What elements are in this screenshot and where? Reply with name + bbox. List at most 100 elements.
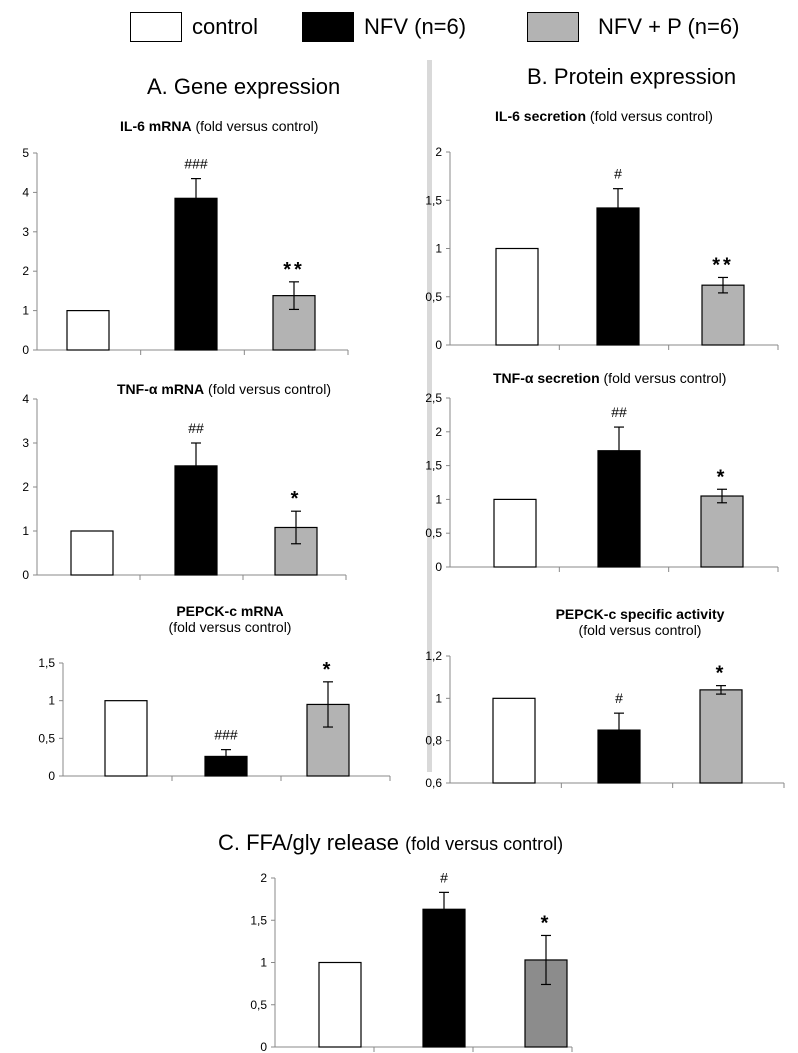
y-tick-label: 2 <box>260 871 267 885</box>
y-tick-label: 4 <box>22 185 29 199</box>
significance-label: * <box>323 659 334 681</box>
y-tick-label: 0 <box>435 560 442 574</box>
significance-label: * <box>291 488 302 510</box>
legend-label-nfv: NFV (n=6) <box>364 14 467 39</box>
y-tick-label: 3 <box>22 225 29 239</box>
chart-title-tnf-secretion: TNF-α secretion (fold versus control) <box>493 370 793 386</box>
chart-title-il6-mrna-bold: IL-6 mRNA <box>120 118 192 134</box>
y-tick-label: 0,5 <box>38 731 55 745</box>
chart-title-pepck-mrna-bold: PEPCK-c mRNA <box>176 603 284 619</box>
y-tick-label: 2 <box>22 264 29 278</box>
y-tick-label: 2,5 <box>425 391 442 405</box>
chart-pepck-mrna: 0 0,5 1 1,5 ### * <box>38 656 391 783</box>
chart-title-pepck-mrna-line2: (fold versus control) <box>168 619 292 635</box>
chart-title-ffa-release: C. FFA/gly release (fold versus control) <box>218 830 638 856</box>
chart-title-tnf-mrna-bold: TNF-α mRNA <box>117 381 205 397</box>
chart-tnf-mrna: 0 1 2 3 4 ## * <box>22 392 347 582</box>
chart-title-il6-mrna-normal: (fold versus control) <box>191 118 319 134</box>
bar-control <box>104 700 148 777</box>
y-tick-label: 0,8 <box>425 734 442 748</box>
y-tick-label: 0,5 <box>425 290 442 304</box>
bar-control <box>70 530 114 576</box>
significance-label: # <box>614 166 622 182</box>
legend-swatch-control <box>130 12 182 42</box>
legend-label-control: control <box>192 14 259 39</box>
chart-il6-mrna: 0 1 2 3 4 5 ### ** <box>22 146 349 357</box>
y-tick-label: 1 <box>260 956 267 970</box>
y-tick-label: 0,5 <box>250 998 267 1012</box>
significance-label: * <box>541 912 552 934</box>
section-title-a: A. Gene expression <box>147 74 341 99</box>
y-tick-label: 0,6 <box>425 776 442 790</box>
bar-nfvp <box>699 689 743 784</box>
y-tick-label: 1 <box>435 691 442 705</box>
panel-divider <box>427 60 432 772</box>
bar-control <box>66 310 110 351</box>
y-tick-label: 2 <box>435 145 442 159</box>
chart-title-pepck-mrna: PEPCK-c mRNA (fold versus control) <box>130 603 330 635</box>
y-tick-label: 0 <box>48 769 55 783</box>
significance-label: ### <box>214 727 238 743</box>
section-title-c-sub: (fold versus control) <box>405 834 564 854</box>
y-tick-label: 1 <box>48 694 55 708</box>
bar-nfv <box>174 197 218 351</box>
chart-title-il6-secretion-bold: IL-6 secretion <box>495 108 587 124</box>
y-tick-label: 5 <box>22 146 29 160</box>
y-tick-label: 1 <box>22 304 29 318</box>
legend-swatch-nfvp <box>527 12 579 42</box>
y-tick-label: 4 <box>22 392 29 406</box>
significance-label: ## <box>611 404 627 420</box>
bar-control <box>495 247 539 346</box>
chart-tnf-secretion: 0 0,5 1 1,5 2 2,5 ## * <box>425 391 779 574</box>
y-tick-label: 1,5 <box>425 193 442 207</box>
legend: control NFV (n=6) NFV + P (n=6) <box>0 0 798 50</box>
significance-label: ### <box>184 156 208 172</box>
y-tick-label: 2 <box>435 425 442 439</box>
significance-label: ** <box>712 254 734 276</box>
chart-title-tnf-secretion-bold: TNF-α secretion <box>493 370 600 386</box>
bar-control <box>493 498 537 568</box>
section-title-b: B. Protein expression <box>527 64 737 89</box>
y-tick-label: 1 <box>435 242 442 256</box>
section-title-c-main: C. FFA/gly release <box>218 830 406 855</box>
chart-title-il6-secretion: IL-6 secretion (fold versus control) <box>495 108 785 124</box>
bar-nfvp <box>701 284 745 346</box>
bar-control <box>318 961 362 1048</box>
chart-title-tnf-mrna-normal: (fold versus control) <box>204 381 331 397</box>
chart-title-pepck-activity: PEPCK-c specific activity (fold versus c… <box>520 606 760 638</box>
chart-title-il6-secretion-normal: (fold versus control) <box>586 108 713 124</box>
chart-title-tnf-secretion-normal: (fold versus control) <box>599 370 727 386</box>
chart-title-pepck-activity-bold: PEPCK-c specific activity <box>555 606 725 622</box>
y-tick-label: 1,5 <box>425 459 442 473</box>
y-tick-label: 0,5 <box>425 526 442 540</box>
y-tick-label: 1 <box>22 524 29 538</box>
chart-title-tnf-mrna: TNF-α mRNA (fold versus control) <box>117 381 397 397</box>
y-tick-label: 1,5 <box>250 913 267 927</box>
significance-label: * <box>717 466 728 488</box>
y-tick-label: 1 <box>435 492 442 506</box>
bar-nfv <box>422 908 466 1048</box>
y-tick-label: 0 <box>260 1040 267 1053</box>
chart-title-il6-mrna: IL-6 mRNA (fold versus control) <box>120 118 380 134</box>
y-tick-label: 0 <box>435 338 442 352</box>
chart-title-pepck-activity-line2: (fold versus control) <box>578 622 702 638</box>
y-tick-label: 0 <box>22 343 29 357</box>
chart-ffa-release: 0 0,5 1 1,5 2 # * <box>250 869 573 1053</box>
y-tick-label: 1,2 <box>425 649 442 663</box>
significance-label: ** <box>283 259 305 281</box>
chart-il6-secretion: 0 0,5 1 1,5 2 # ** <box>425 145 779 352</box>
legend-label-nfvp: NFV + P (n=6) <box>598 14 740 39</box>
significance-label: # <box>615 690 623 706</box>
bar-nfvp <box>524 959 568 1048</box>
significance-label: ## <box>188 420 204 436</box>
y-tick-label: 0 <box>22 568 29 582</box>
significance-label: * <box>716 663 727 685</box>
legend-swatch-nfv <box>302 12 354 42</box>
bar-nfv <box>596 207 640 346</box>
significance-label: # <box>440 869 448 885</box>
bar-nfvp <box>700 495 744 568</box>
y-tick-label: 1,5 <box>38 656 55 670</box>
chart-pepck-activity: 0,6 0,8 1 1,2 # * <box>425 649 785 790</box>
y-tick-label: 2 <box>22 480 29 494</box>
y-tick-label: 3 <box>22 436 29 450</box>
